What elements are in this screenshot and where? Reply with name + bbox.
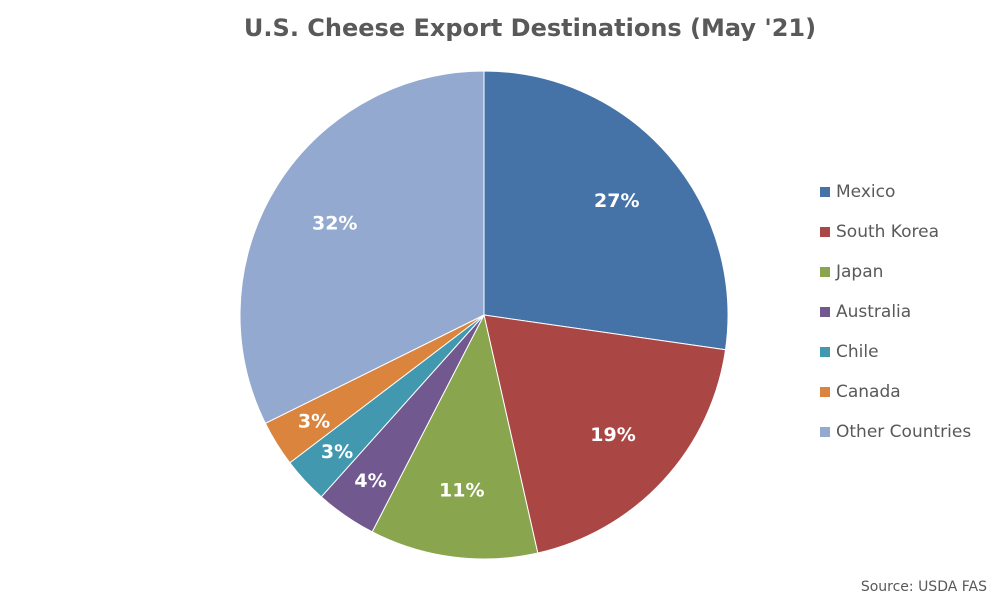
legend-label: Mexico bbox=[836, 182, 896, 202]
legend-swatch bbox=[820, 387, 830, 397]
legend-label: Chile bbox=[836, 342, 879, 362]
legend-label: South Korea bbox=[836, 222, 940, 242]
legend-swatch bbox=[820, 307, 830, 317]
pie-slice-mexico bbox=[483, 70, 729, 351]
slice-label-canada: 3% bbox=[298, 410, 330, 432]
pie-slice-south-korea bbox=[483, 314, 727, 554]
legend-item-other-countries: Other Countries bbox=[820, 418, 971, 458]
pie-slice-japan bbox=[371, 313, 539, 560]
slice-label-chile: 3% bbox=[321, 441, 353, 463]
slice-label-mexico: 27% bbox=[594, 190, 639, 212]
legend-item-chile: Chile bbox=[820, 338, 971, 378]
slice-label-other-countries: 32% bbox=[312, 212, 357, 234]
legend-label: Canada bbox=[836, 382, 901, 402]
legend-label: Australia bbox=[836, 302, 912, 322]
legend-swatch bbox=[820, 427, 830, 437]
legend-item-south-korea: South Korea bbox=[820, 218, 971, 258]
legend-label: Japan bbox=[836, 262, 884, 282]
legend-swatch bbox=[820, 347, 830, 357]
legend-label: Other Countries bbox=[836, 422, 972, 442]
legend: Mexico South Korea Japan Australia Chile Cana… bbox=[820, 178, 971, 458]
legend-swatch bbox=[820, 187, 830, 197]
slice-label-south-korea: 19% bbox=[590, 424, 635, 446]
slice-label-australia: 4% bbox=[354, 470, 386, 492]
legend-item-japan: Japan bbox=[820, 258, 971, 298]
chart-title: U.S. Cheese Export Destinations (May '21… bbox=[243, 14, 817, 42]
source-note: Source: USDA FAS bbox=[860, 579, 987, 595]
legend-swatch bbox=[820, 267, 830, 277]
legend-item-canada: Canada bbox=[820, 378, 971, 418]
legend-item-australia: Australia bbox=[820, 298, 971, 338]
legend-item-mexico: Mexico bbox=[820, 178, 971, 218]
pie-slice-other-countries bbox=[239, 70, 485, 425]
legend-swatch bbox=[820, 227, 830, 237]
slice-label-japan: 11% bbox=[439, 479, 484, 501]
